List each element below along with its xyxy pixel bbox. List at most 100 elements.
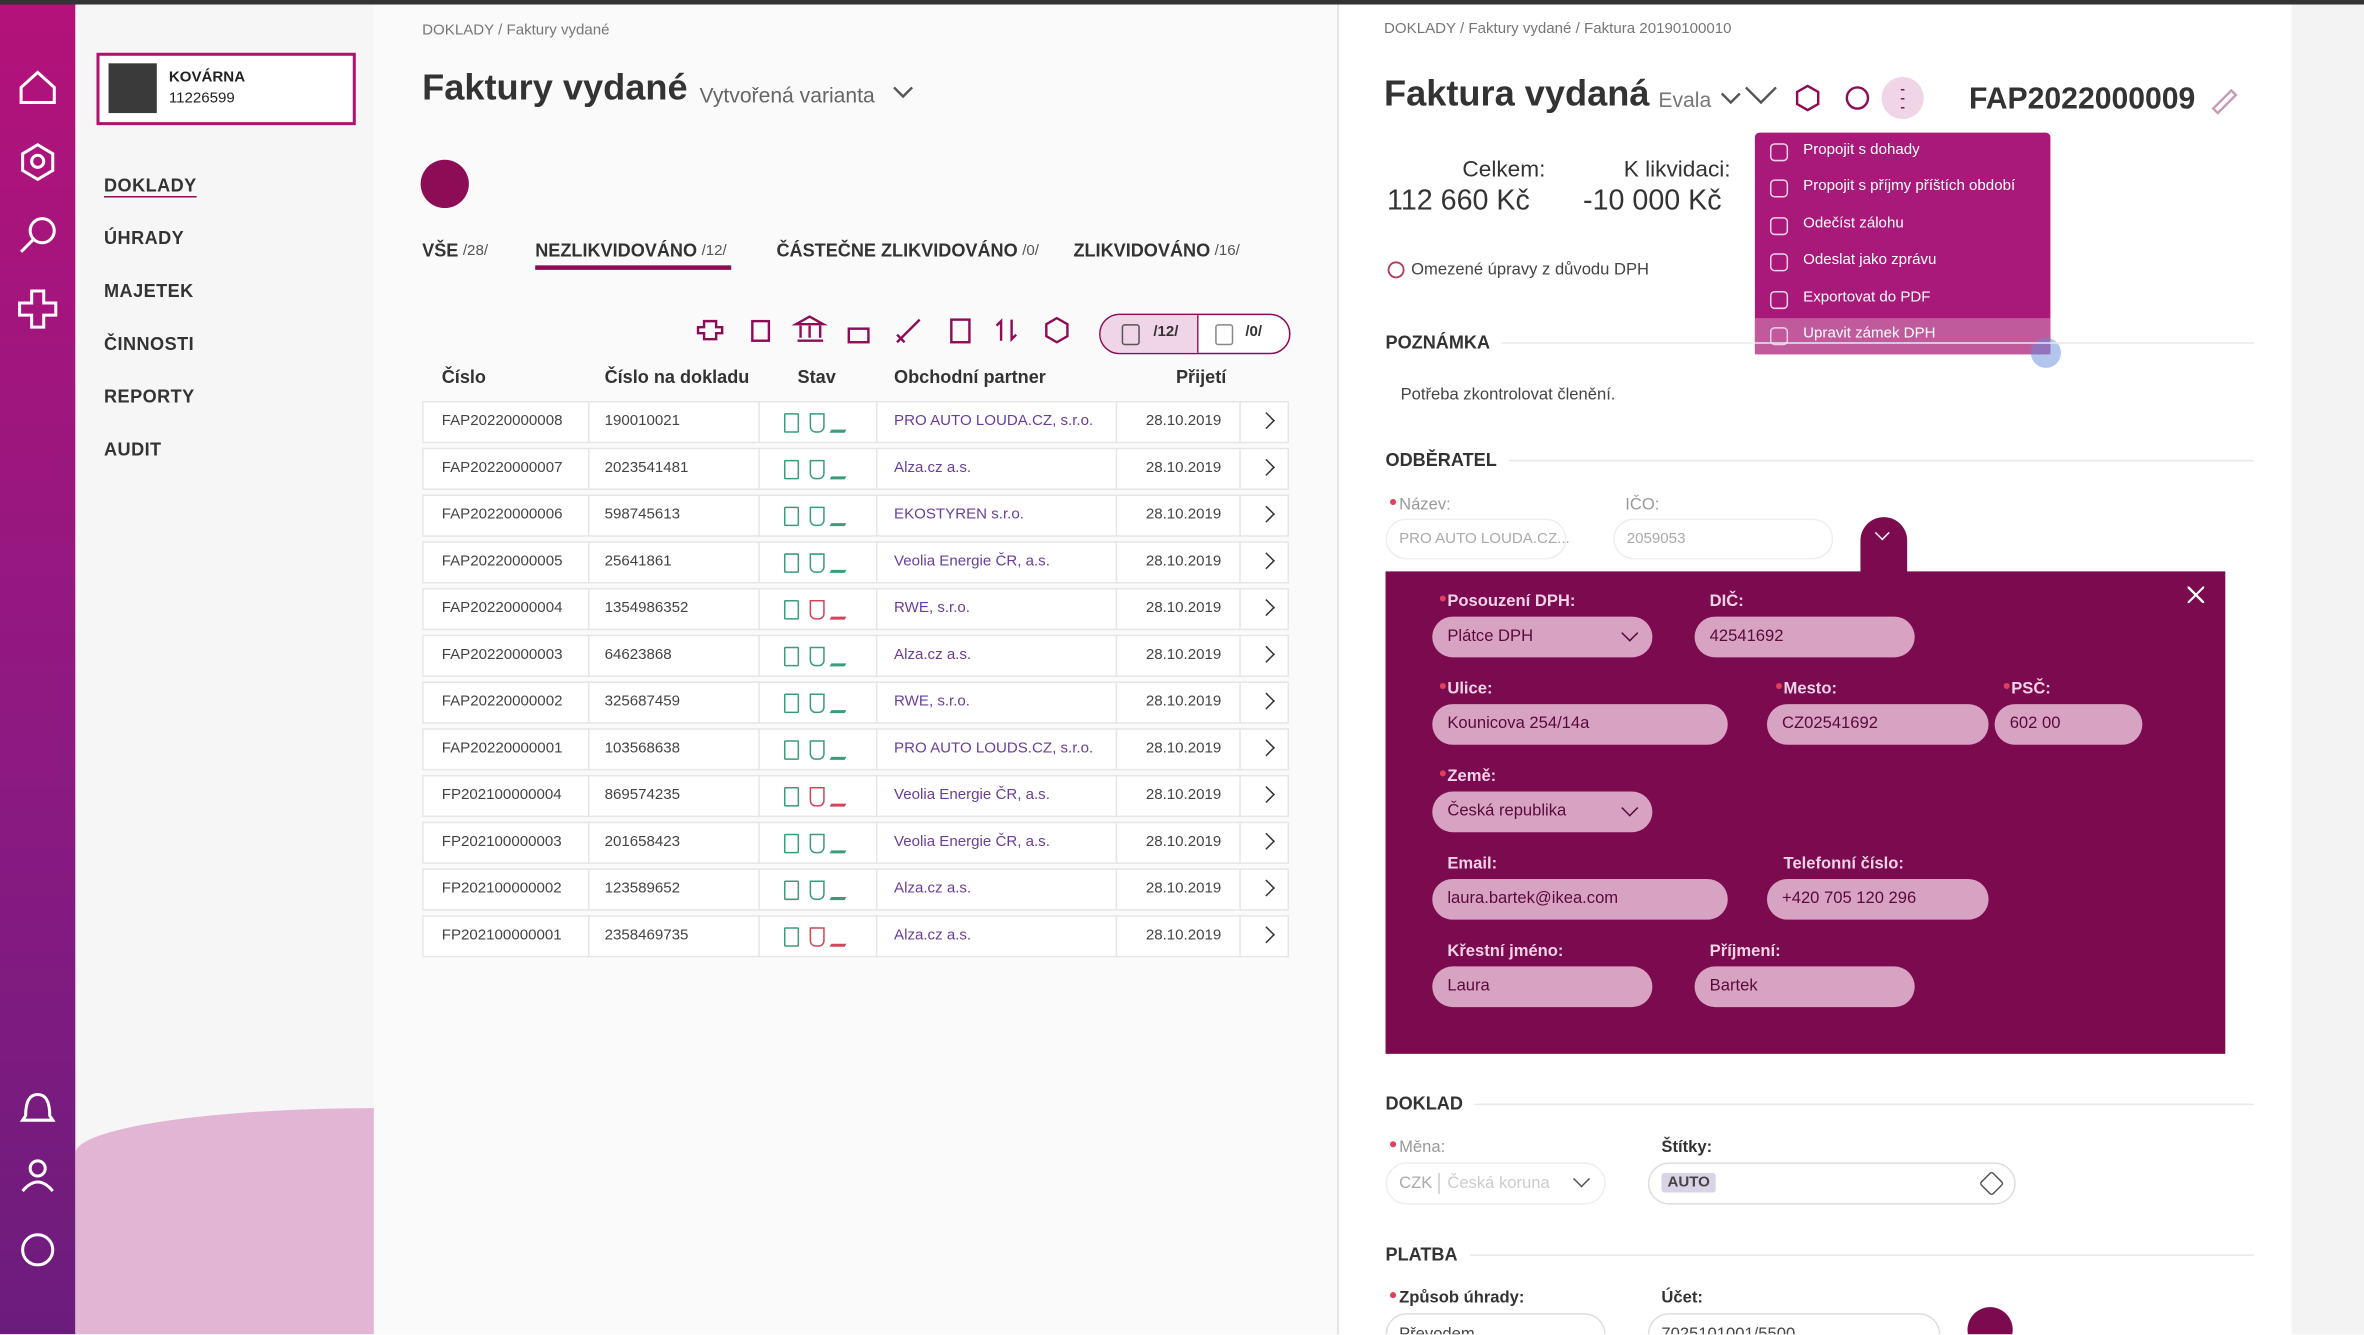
cell-partner[interactable]: Alza.cz a.s. [894,459,972,477]
help-icon[interactable] [21,1233,55,1267]
cell-divider [1239,447,1241,490]
cell-partner[interactable]: PRO AUTO LOUDS.CZ, s.r.o. [894,740,1094,757]
variant-select[interactable]: Evala [1658,87,1712,112]
import-tool[interactable] [950,318,971,344]
menu-item[interactable]: ČINNOSTI [104,333,195,355]
cell-divider [1115,541,1118,584]
table-row[interactable] [422,774,1290,818]
field-input[interactable] [1432,966,1653,1008]
action-item[interactable]: Exportovat do PDF [1803,288,1931,306]
table-row[interactable] [422,447,1290,490]
section-line [1474,1103,2254,1106]
bell-icon[interactable] [19,1093,56,1122]
table-row[interactable] [422,681,1290,724]
menu-item[interactable]: AUDIT [104,438,162,460]
expand-button[interactable] [1860,517,1908,578]
required-marker [2003,682,2010,689]
cell-partner[interactable]: Alza.cz a.s. [894,880,972,898]
cell-partner[interactable]: PRO AUTO LOUDA.CZ, s.r.o. [894,413,1094,430]
field-input[interactable] [1385,518,1567,560]
action-item[interactable]: Upravit zámek DPH [1803,325,1936,343]
field-input[interactable] [1613,518,1834,560]
edit-number[interactable] [2211,88,2238,115]
field-input[interactable] [1432,791,1653,833]
history-icon[interactable] [1845,86,1870,110]
menu-item[interactable]: ÚHRADY [104,227,185,249]
menu-item[interactable]: MAJETEK [104,280,194,302]
tab-label[interactable]: ČÁSTEČNE ZLIKVIDOVÁNO [776,239,1018,261]
cell-doc: 2358469735 [604,927,689,944]
view-count[interactable]: /0/ [1245,324,1263,341]
cell-divider [587,821,590,864]
cell-partner[interactable]: Veolia Energie ČR, a.s. [894,553,1050,570]
field-input[interactable] [1432,878,1728,920]
add-tool[interactable] [696,319,724,341]
field-input[interactable] [1766,878,1989,920]
cell-partner[interactable]: RWE, s.r.o. [894,693,971,711]
field-input[interactable] [1432,616,1653,658]
filter-button[interactable] [420,159,469,209]
tab-underline [535,265,732,270]
tab-label[interactable]: VŠE [422,239,459,261]
field-input[interactable] [1385,1162,1606,1205]
settings-icon[interactable] [21,142,55,182]
table-row[interactable] [422,821,1290,864]
field-divider [1438,1172,1440,1195]
field-value: CZK [1399,1174,1433,1193]
cell-divider [587,587,590,631]
table-row[interactable] [422,868,1290,911]
action-item[interactable]: Propojit s dohady [1803,141,1920,159]
cell-divider [1115,634,1118,677]
field-input[interactable] [1694,966,1915,1008]
lock-tool[interactable] [847,327,870,344]
tab-label[interactable]: ZLIKVIDOVÁNO [1073,239,1211,261]
view-toggle-active[interactable] [1100,315,1199,353]
edit-tool[interactable] [896,318,921,344]
section-line [1469,1254,2254,1256]
menu-item[interactable]: DOKLADY [104,174,197,196]
field-input[interactable] [1994,704,2143,745]
table-row[interactable] [422,541,1290,584]
cell-partner[interactable]: Alza.cz a.s. [894,646,972,664]
table-row[interactable] [422,634,1290,677]
menu-item[interactable]: REPORTY [104,385,195,408]
tab-label[interactable]: NEZLIKVIDOVÁNO [535,239,698,261]
user-icon[interactable] [28,1159,47,1178]
home-icon[interactable] [19,70,56,105]
cell-divider [1239,821,1241,864]
table-row[interactable] [422,728,1290,771]
cell-partner[interactable]: Veolia Energie ČR, a.s. [894,786,1050,804]
cell-partner[interactable]: RWE, s.r.o. [894,600,971,617]
table-row[interactable] [422,587,1290,631]
sort-tool[interactable] [995,318,1018,343]
actions-menu [1754,132,2051,355]
cell-divider [1115,868,1118,911]
action-item[interactable]: Odeslat jako zprávu [1803,252,1937,269]
field-input[interactable] [1694,616,1915,658]
detail-settings[interactable] [1795,84,1820,112]
cell-partner[interactable]: Alza.cz a.s. [894,927,972,944]
table-row[interactable] [422,401,1290,444]
detail-title: Faktura vydaná [1384,73,1650,115]
add-icon[interactable] [18,289,58,329]
field-input[interactable] [1432,704,1728,745]
cell-divider [875,401,878,444]
table-row[interactable] [422,494,1290,537]
table-row[interactable] [422,915,1290,958]
cell-partner[interactable]: EKOSTYREN s.r.o. [894,506,1024,524]
action-item[interactable]: Odečíst zálohu [1803,215,1904,232]
settings-tool[interactable] [1045,316,1069,344]
cell-partner[interactable]: Veolia Energie ČR, a.s. [894,833,1050,851]
field-value: +420 705 120 296 [1782,889,1917,908]
variant-select[interactable]: Vytvořená varianta [699,82,875,108]
action-icon [1769,143,1789,162]
status-doc [783,506,800,527]
delete-tool[interactable] [751,319,771,342]
action-item[interactable]: Propojit s příjmy příštích období [1803,178,2016,196]
bank-tool[interactable] [791,315,828,342]
search-icon[interactable] [28,217,56,245]
field-input[interactable] [1766,704,1989,745]
cell-divider [1239,541,1241,584]
view-count[interactable]: /12/ [1153,324,1179,341]
popup-close[interactable] [2187,586,2205,604]
